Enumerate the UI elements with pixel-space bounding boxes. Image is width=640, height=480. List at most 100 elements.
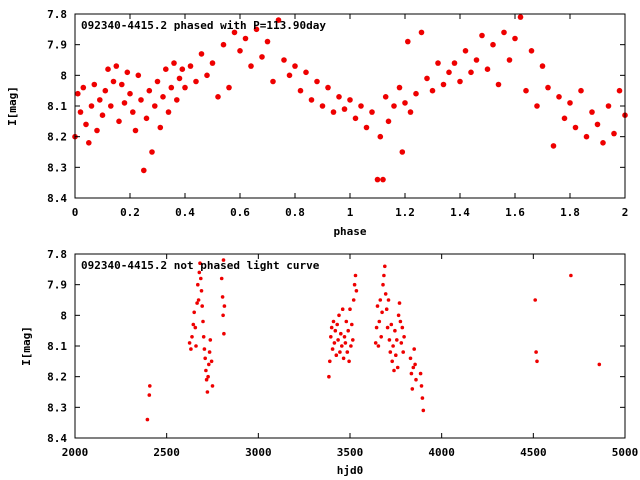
unphased-data-point bbox=[346, 328, 351, 333]
phased-data-point bbox=[130, 109, 136, 115]
phased-data-point bbox=[314, 78, 320, 85]
unphased-plot-title: 092340-4415.2 not phased light curve bbox=[81, 259, 320, 272]
phased-data-point bbox=[440, 81, 447, 88]
unphased-data-point bbox=[201, 319, 205, 324]
unphased-data-point bbox=[533, 298, 537, 302]
unphased-data-point bbox=[204, 377, 209, 382]
phased-data-point bbox=[413, 90, 419, 97]
unphased-data-point bbox=[386, 298, 391, 302]
phased-data-point bbox=[374, 176, 381, 183]
unphased-data-point bbox=[381, 282, 385, 287]
unphased-data-point bbox=[354, 289, 359, 293]
phased-data-point bbox=[605, 103, 612, 109]
phased-data-point bbox=[308, 97, 315, 103]
phased-data-point bbox=[325, 84, 331, 91]
unphased-y-tick-label: 8.3 bbox=[47, 401, 67, 414]
phased-data-point bbox=[77, 109, 84, 115]
unphased-data-point bbox=[335, 322, 340, 327]
unphased-data-point bbox=[395, 365, 400, 370]
unphased-data-point bbox=[189, 347, 193, 351]
phased-data-point bbox=[523, 87, 529, 94]
unphased-data-point bbox=[196, 298, 201, 302]
unphased-x-tick-label: 4500 bbox=[520, 446, 547, 459]
phased-data-point bbox=[528, 48, 535, 54]
phased-data-point bbox=[94, 127, 100, 134]
unphased-data-point bbox=[534, 350, 538, 354]
phased-data-point bbox=[495, 81, 502, 88]
phased-data-point bbox=[231, 29, 238, 36]
unphased-data-point bbox=[397, 301, 402, 305]
phased-data-point bbox=[391, 103, 397, 109]
phased-data-point bbox=[176, 75, 183, 82]
unphased-data-point bbox=[192, 310, 196, 315]
unphased-y-tick-label: 7.8 bbox=[47, 248, 67, 261]
phased-data-point bbox=[457, 78, 463, 85]
phased-data-point bbox=[242, 35, 249, 42]
unphased-data-point bbox=[351, 338, 355, 342]
unphased-y-tick-label: 8.2 bbox=[47, 371, 67, 384]
phased-y-tick-label: 8 bbox=[60, 69, 67, 82]
unphased-data-point bbox=[389, 322, 394, 327]
phased-data-point bbox=[352, 115, 359, 122]
phased-x-tick-label: 1.6 bbox=[505, 206, 525, 219]
unphased-data-point bbox=[419, 384, 424, 388]
unphased-data-point bbox=[204, 368, 208, 373]
unphased-x-tick-label: 5000 bbox=[612, 446, 639, 459]
phased-data-point bbox=[399, 149, 406, 155]
phased-data-point bbox=[380, 176, 386, 183]
phased-data-point bbox=[578, 87, 584, 94]
unphased-data-point bbox=[196, 282, 200, 287]
phased-data-point bbox=[179, 66, 186, 72]
phased-data-point bbox=[382, 94, 389, 100]
unphased-data-point bbox=[345, 350, 350, 354]
unphased-data-point bbox=[411, 365, 416, 370]
phased-data-point bbox=[97, 97, 103, 103]
unphased-data-point bbox=[414, 377, 418, 382]
unphased-data-points bbox=[145, 258, 602, 422]
phased-y-tick-label: 8.4 bbox=[47, 192, 67, 205]
unphased-data-point bbox=[148, 384, 152, 388]
unphased-data-point bbox=[195, 301, 199, 305]
phased-data-point bbox=[462, 48, 469, 54]
unphased-data-point bbox=[219, 276, 224, 281]
phased-data-point bbox=[127, 90, 133, 97]
phased-data-point bbox=[124, 69, 131, 76]
phased-data-point bbox=[141, 167, 147, 174]
unphased-data-point bbox=[340, 307, 345, 312]
unphased-data-point bbox=[597, 362, 602, 367]
phased-data-point bbox=[108, 103, 114, 109]
phased-data-point bbox=[539, 63, 546, 69]
phased-data-point bbox=[583, 133, 590, 140]
unphased-data-point bbox=[207, 362, 211, 367]
unphased-y-tick-label: 8.1 bbox=[47, 340, 67, 353]
phased-data-point bbox=[80, 84, 87, 91]
phased-data-point bbox=[330, 109, 337, 115]
phased-data-point bbox=[113, 63, 120, 69]
unphased-data-point bbox=[339, 331, 343, 336]
phased-data-point bbox=[451, 60, 458, 66]
unphased-data-point bbox=[535, 359, 539, 364]
unphased-data-point bbox=[329, 335, 333, 339]
phased-y-tick-label: 8.2 bbox=[47, 131, 67, 144]
phased-data-point bbox=[429, 87, 436, 94]
phased-data-point bbox=[402, 100, 408, 106]
unphased-data-point bbox=[198, 261, 202, 266]
unphased-data-point bbox=[206, 374, 210, 379]
unphased-y-tick-label: 7.9 bbox=[47, 279, 67, 292]
unphased-data-point bbox=[351, 298, 356, 302]
unphased-x-tick-label: 2500 bbox=[153, 446, 180, 459]
phased-data-point bbox=[275, 17, 282, 23]
phased-x-tick-label: 2 bbox=[622, 206, 629, 219]
phased-data-point bbox=[116, 118, 122, 125]
unphased-data-point bbox=[380, 310, 384, 315]
unphased-data-point bbox=[147, 393, 152, 397]
unphased-data-point bbox=[569, 273, 573, 278]
unphased-data-point bbox=[393, 328, 397, 333]
unphased-data-point bbox=[396, 313, 401, 318]
phased-data-point bbox=[490, 41, 496, 48]
phased-data-point bbox=[146, 87, 153, 94]
phased-data-point bbox=[363, 124, 370, 131]
unphased-data-point bbox=[409, 371, 414, 376]
phased-data-point bbox=[484, 66, 491, 72]
unphased-x-tick-label: 3000 bbox=[245, 446, 272, 459]
